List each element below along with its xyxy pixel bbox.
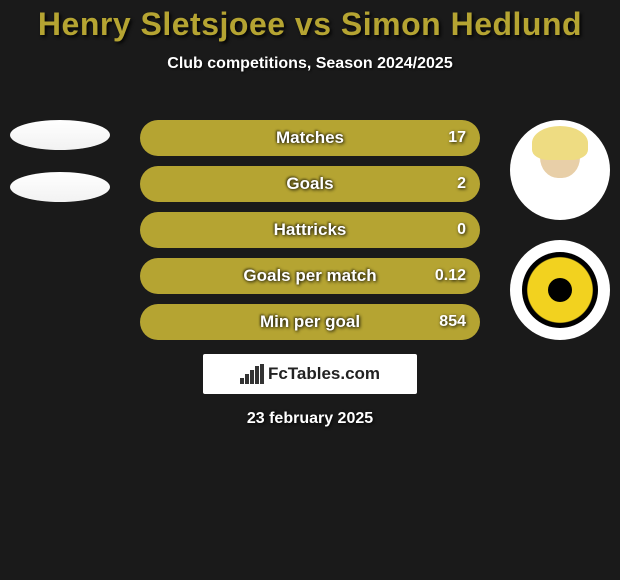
stat-row: Goals 2 [140,166,480,202]
stats-panel: Matches 17 Goals 2 Hattricks 0 Goals per match… [140,120,480,350]
stat-label: Goals per match [243,266,376,286]
bar-chart-icon [240,364,264,384]
comparison-title: Henry Sletsjoee vs Simon Hedlund [0,0,620,43]
season-subtitle: Club competitions, Season 2024/2025 [0,55,620,73]
stat-row: Hattricks 0 [140,212,480,248]
right-player-column [510,120,610,340]
left-player-column [10,120,110,224]
stat-label: Goals [286,174,333,194]
brand-watermark: FcTables.com [203,354,417,394]
stat-row: Min per goal 854 [140,304,480,340]
stat-row: Goals per match 0.12 [140,258,480,294]
brand-label: FcTables.com [268,364,380,384]
stat-label: Hattricks [274,220,347,240]
right-club-badge [510,240,610,340]
left-player-avatar [10,120,110,150]
stat-row: Matches 17 [140,120,480,156]
elfsborg-badge-icon [522,252,598,328]
stat-label: Matches [276,128,344,148]
stat-label: Min per goal [260,312,360,332]
stat-value: 2 [457,175,466,193]
snapshot-date: 23 february 2025 [0,410,620,428]
right-player-avatar [510,120,610,220]
stat-value: 854 [439,313,466,331]
stat-value: 17 [448,129,466,147]
stat-value: 0.12 [435,267,466,285]
left-club-badge [10,172,110,202]
stat-value: 0 [457,221,466,239]
